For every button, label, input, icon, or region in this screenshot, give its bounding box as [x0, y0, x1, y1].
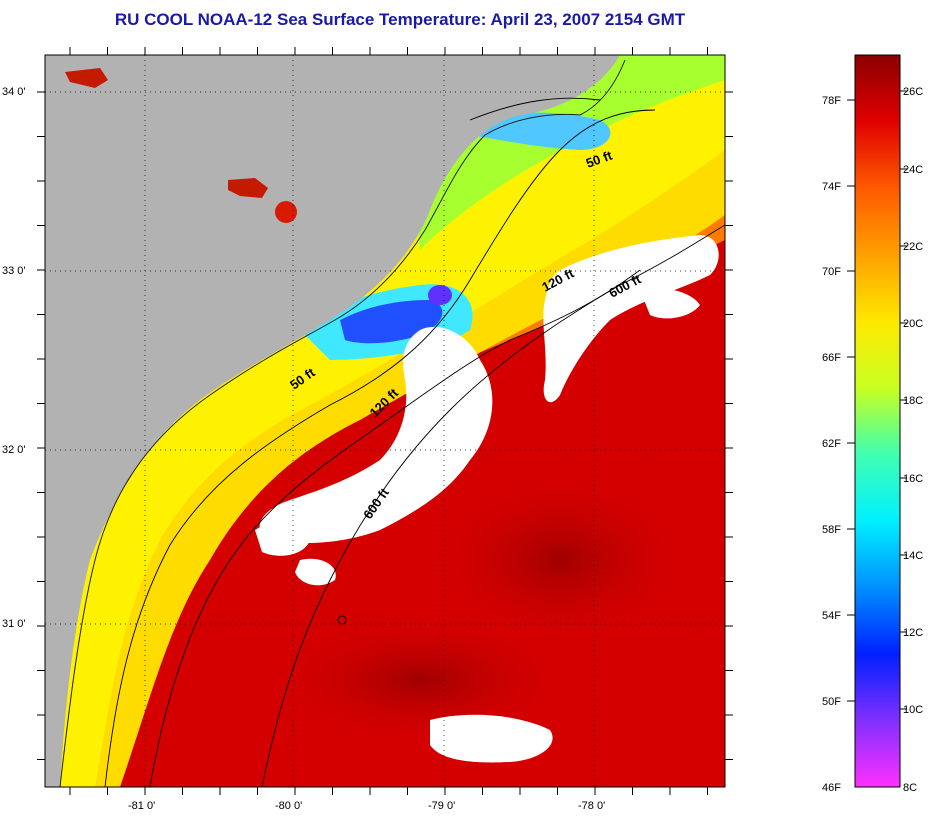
- inland-lake-1: [65, 68, 108, 88]
- map-title: RU COOL NOAA-12 Sea Surface Temperature:…: [114, 10, 686, 29]
- lat-label-31: 31 0': [2, 618, 26, 630]
- contour-50ft: [104, 109, 656, 787]
- warm-eddy-south: [280, 620, 560, 740]
- cb-c-26: 26C: [903, 86, 924, 98]
- cb-f-46: 46F: [822, 782, 841, 794]
- cb-c-22: 22C: [903, 241, 924, 253]
- cb-f-70: 70F: [822, 266, 841, 278]
- land-mass: [45, 55, 620, 787]
- cb-f-50: 50F: [822, 696, 841, 708]
- cb-c-18: 18C: [903, 395, 924, 407]
- cb-c-12: 12C: [903, 627, 924, 639]
- cb-f-54: 54F: [822, 610, 841, 622]
- colorbar-frame: [854, 54, 901, 788]
- contour-120ft: [149, 269, 641, 787]
- cold-spot: [428, 285, 452, 305]
- lon-label-80: -80 0': [275, 800, 303, 812]
- inland-lake-3: [275, 201, 297, 223]
- map-frame: [44, 54, 726, 788]
- lon-label-81: -81 0': [128, 800, 156, 812]
- cb-f-66: 66F: [822, 352, 841, 364]
- cb-c-14: 14C: [903, 550, 924, 562]
- cb-f-62: 62F: [822, 438, 841, 450]
- coastline: [59, 59, 626, 787]
- marker-circle: [337, 615, 347, 625]
- cb-f-74: 74F: [822, 181, 841, 193]
- cloud-cover: [255, 235, 719, 763]
- cb-f-58: 58F: [822, 524, 841, 536]
- cb-c-10: 10C: [903, 704, 924, 716]
- cb-c-8: 8C: [903, 782, 918, 794]
- colorbar-ticks: [847, 90, 907, 710]
- frame-ticks: [37, 47, 733, 795]
- bathymetry-contours: [104, 97, 725, 787]
- contour-shelf: [469, 97, 601, 121]
- lat-lon-grid: [45, 55, 725, 787]
- lat-label-34: 34 0': [2, 86, 26, 98]
- contour-600ft: [261, 224, 725, 787]
- inland-lake-2: [228, 178, 268, 198]
- cb-c-20: 20C: [903, 318, 924, 330]
- lon-label-79: -79 0': [428, 800, 456, 812]
- cb-f-78: 78F: [822, 95, 841, 107]
- colorbar: [855, 55, 900, 787]
- lat-label-32: 32 0': [2, 444, 26, 456]
- lat-label-33: 33 0': [2, 265, 26, 277]
- warm-eddy: [440, 480, 680, 640]
- cool-north-patch: [470, 112, 611, 150]
- lon-label-78: -78 0': [578, 800, 606, 812]
- cb-c-16: 16C: [903, 473, 924, 485]
- cb-c-24: 24C: [903, 164, 924, 176]
- map-plot-area: 50 ft 120 ft 600 ft 50 ft 120 ft 600 ft: [45, 55, 725, 787]
